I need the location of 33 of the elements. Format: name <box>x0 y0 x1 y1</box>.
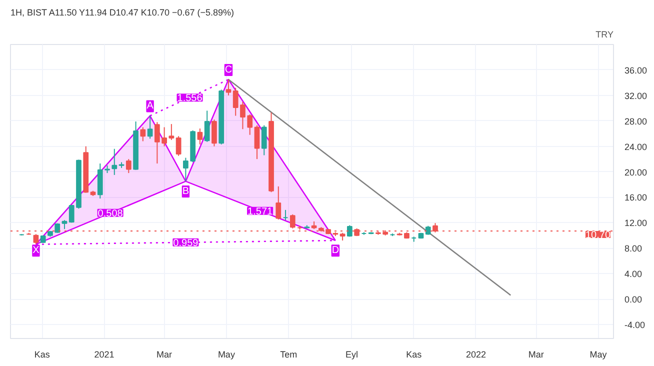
annotation: B <box>182 186 190 197</box>
y-tick-label: 12.00 <box>624 218 648 228</box>
annotation: 0.959 <box>173 238 199 249</box>
y-axis-title: TRY <box>596 30 614 40</box>
annotation: C <box>224 64 232 76</box>
y-tick-label: -4.00 <box>624 320 646 330</box>
x-tick-label: Kas <box>406 350 422 360</box>
annotation: D <box>332 245 340 256</box>
y-tick-label: 28.00 <box>624 116 648 126</box>
y-tick-label: 32.00 <box>624 90 648 101</box>
x-tick-label: Mar <box>156 350 172 360</box>
x-tick-label: May <box>590 350 608 360</box>
x-tick-label: May <box>218 350 236 360</box>
x-tick-label: 2022 <box>466 350 486 360</box>
y-tick-label: 16.00 <box>624 192 648 203</box>
annotation: 0.508 <box>98 208 124 220</box>
y-tick-label: 0.00 <box>624 294 642 305</box>
annotation: A <box>146 100 154 112</box>
x-tick-label: Eyl <box>345 350 358 360</box>
ref-line-label: 10.70 <box>585 230 611 241</box>
y-tick-label: 20.00 <box>624 167 648 178</box>
x-tick-label: Tem <box>280 350 298 360</box>
annotation: X <box>32 245 40 256</box>
y-tick-label: 8.00 <box>624 244 642 254</box>
y-tick-label: 4.00 <box>624 269 642 280</box>
annotation: 1.571 <box>248 206 274 218</box>
x-tick-label: Mar <box>528 350 544 360</box>
x-tick-label: Kas <box>34 350 50 360</box>
chart-title: 1H, BIST A11.50 Y11.94 D10.47 K10.70 −0.67 (−5.89%) <box>10 8 234 18</box>
y-tick-label: 24.00 <box>624 142 648 152</box>
x-tick-label: 2021 <box>94 350 114 360</box>
y-tick-label: 36.00 <box>624 65 648 76</box>
annotation: 1.556 <box>177 93 203 104</box>
